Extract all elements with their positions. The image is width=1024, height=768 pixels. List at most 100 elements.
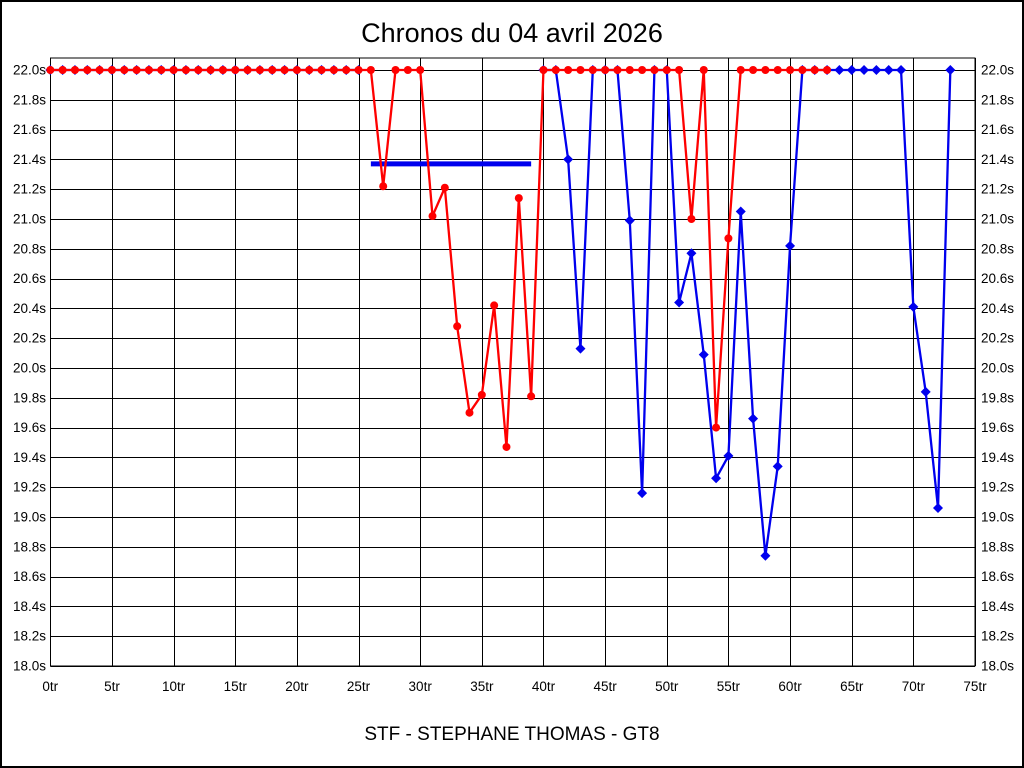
red-laps-marker: [749, 66, 758, 74]
red-laps-marker: [638, 66, 647, 74]
x-axis-label: 35tr: [470, 679, 494, 694]
y-axis-label-right: 18.0s: [981, 659, 1014, 674]
red-laps-marker: [490, 301, 499, 310]
x-axis-label: 40tr: [532, 679, 556, 694]
red-laps-marker: [625, 66, 634, 74]
blue-laps-marker: [871, 65, 882, 75]
red-laps-marker: [502, 442, 511, 451]
red-laps-marker: [428, 212, 437, 221]
red-laps-marker: [514, 194, 523, 203]
red-laps-marker: [810, 66, 819, 74]
red-laps-marker: [107, 66, 116, 74]
y-axis-label-left: 20.2s: [13, 331, 46, 346]
y-axis-label-left: 20.8s: [13, 241, 46, 256]
blue-laps-marker: [624, 215, 635, 226]
x-axis-label: 55tr: [717, 679, 741, 694]
red-laps-marker: [699, 66, 708, 74]
x-axis-label: 30tr: [409, 679, 433, 694]
y-axis-label-right: 19.8s: [981, 390, 1014, 405]
blue-laps-marker: [945, 65, 956, 75]
red-laps-marker: [58, 66, 67, 74]
y-axis-label-right: 22.0s: [981, 63, 1014, 78]
red-laps-marker: [675, 66, 684, 74]
x-axis-label: 60tr: [778, 679, 802, 694]
y-axis-label-left: 18.0s: [13, 659, 46, 674]
y-axis-label-left: 22.0s: [13, 63, 46, 78]
red-laps-line: [50, 68, 828, 449]
chart-subtitle: STF - STEPHANE THOMAS - GT8: [364, 724, 660, 745]
plot-border: [49, 57, 976, 667]
blue-laps-marker: [883, 65, 894, 75]
y-axis-label-right: 21.6s: [981, 122, 1014, 137]
x-axis-label: 75tr: [963, 679, 987, 694]
red-laps-marker: [366, 66, 375, 74]
red-laps-marker: [736, 66, 745, 74]
red-laps-marker: [181, 66, 190, 74]
y-axis-label-left: 19.2s: [13, 480, 46, 495]
red-laps-marker: [95, 66, 104, 74]
red-laps-marker: [157, 66, 166, 74]
blue-laps-marker: [846, 65, 857, 75]
y-axis-label-left: 20.0s: [13, 361, 46, 376]
x-axis-label: 10tr: [162, 679, 186, 694]
red-laps-marker: [465, 408, 474, 417]
red-laps-marker: [255, 66, 264, 74]
red-laps-marker: [551, 66, 560, 74]
red-laps-marker: [206, 66, 215, 74]
red-laps-marker: [477, 390, 486, 399]
y-axis-label-left: 21.0s: [13, 212, 46, 227]
red-laps-marker: [194, 66, 203, 74]
y-axis-label-left: 19.6s: [13, 420, 46, 435]
y-axis-label-left: 18.2s: [13, 629, 46, 644]
red-laps-marker: [243, 66, 252, 74]
red-laps-marker: [773, 66, 782, 74]
red-laps-marker: [712, 423, 721, 432]
x-axis-label: 5tr: [104, 679, 120, 694]
blue-laps-marker: [908, 301, 919, 312]
blue-laps-marker: [735, 206, 746, 217]
y-axis-label-right: 20.2s: [981, 331, 1014, 346]
blue-laps-marker: [563, 154, 574, 165]
x-axis-label: 0tr: [42, 679, 58, 694]
blue-laps-marker: [785, 240, 796, 251]
x-axis-label: 65tr: [840, 679, 864, 694]
y-axis-label-right: 18.8s: [981, 539, 1014, 554]
red-laps-marker: [292, 66, 301, 74]
red-laps-marker: [329, 66, 338, 74]
blue-laps-marker: [748, 413, 759, 424]
blue-laps-marker: [637, 488, 648, 499]
blue-laps-marker: [896, 65, 907, 75]
blue-laps-marker: [933, 503, 944, 514]
red-laps-marker: [132, 66, 141, 74]
y-axis-label-right: 20.0s: [981, 361, 1014, 376]
blue-laps-marker: [859, 65, 870, 75]
y-axis-label-right: 19.4s: [981, 450, 1014, 465]
red-laps-marker: [798, 66, 807, 74]
red-laps-marker: [588, 66, 597, 74]
x-axis-label: 25tr: [347, 679, 371, 694]
red-laps-marker: [280, 66, 289, 74]
red-laps-marker: [317, 66, 326, 74]
chart-title: Chronos du 04 avril 2026: [361, 18, 663, 48]
red-laps-marker: [231, 66, 240, 74]
red-laps-marker: [761, 66, 770, 74]
red-laps-marker: [305, 66, 314, 74]
red-laps-marker: [70, 66, 79, 74]
x-axis-label: 50tr: [655, 679, 679, 694]
y-axis-label-left: 19.0s: [13, 510, 46, 525]
y-axis-label-left: 21.8s: [13, 92, 46, 107]
red-laps-marker: [169, 66, 178, 74]
y-axis-label-left: 21.2s: [13, 182, 46, 197]
red-laps-marker: [687, 215, 696, 223]
red-laps-marker: [613, 66, 622, 74]
y-axis-label-right: 19.0s: [981, 510, 1014, 525]
x-axis-label: 15tr: [224, 679, 248, 694]
y-axis-label-right: 20.6s: [981, 271, 1014, 286]
red-laps-marker: [391, 66, 400, 74]
blue-laps-marker: [920, 386, 931, 397]
red-laps-marker: [650, 66, 659, 74]
red-laps-marker: [823, 66, 832, 74]
y-axis-label-right: 18.6s: [981, 569, 1014, 584]
y-axis-label-left: 20.4s: [13, 301, 46, 316]
